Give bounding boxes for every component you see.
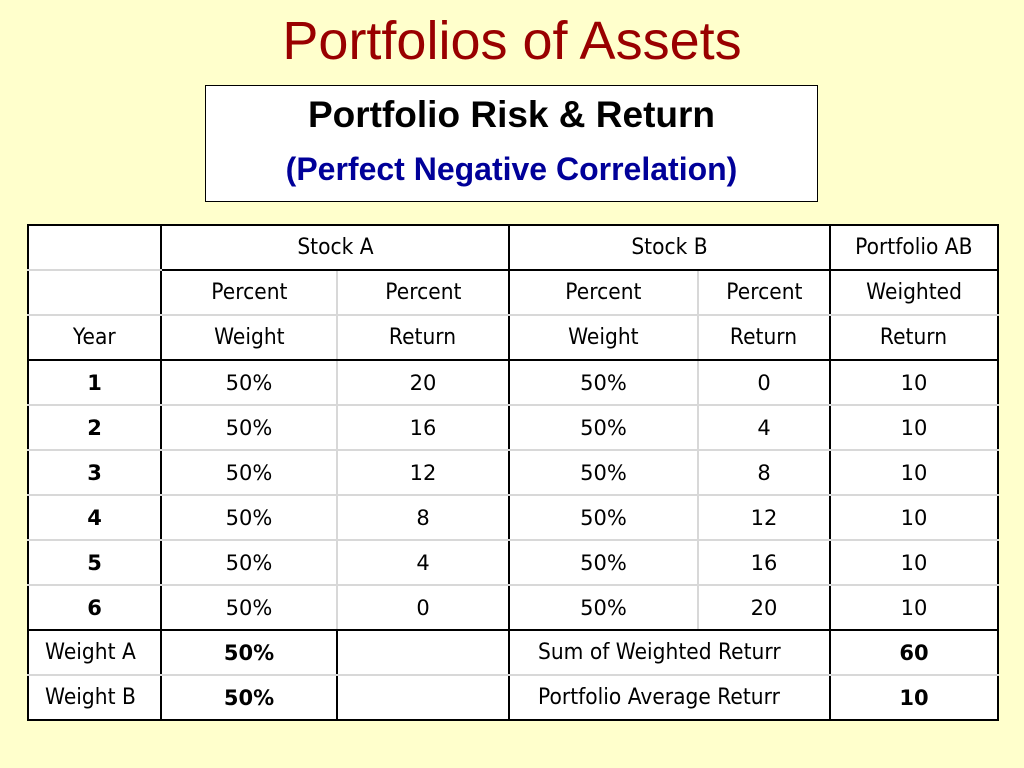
data-cell: 20 (336, 359, 510, 406)
table-row: 3 50% 12 50% 8 10 (27, 449, 999, 496)
year-cell: 1 (27, 359, 162, 406)
data-cell: 10 (829, 584, 999, 631)
empty-cell (27, 224, 162, 271)
summary-desc: Sum of Weighted Returr (508, 629, 831, 676)
data-cell: 0 (336, 584, 510, 631)
table-row: 1 50% 20 50% 0 10 (27, 359, 999, 406)
data-cell: 0 (697, 359, 831, 406)
col-header: Percent (508, 269, 699, 316)
data-cell: 50% (508, 359, 699, 406)
summary-weight: 50% (160, 674, 338, 721)
table-row-header-2: Year Weight Return Weight Return Return (27, 314, 999, 361)
year-cell: 2 (27, 404, 162, 451)
subtitle-main: Portfolio Risk & Return (307, 94, 716, 135)
empty-cell (27, 269, 162, 316)
data-cell: 4 (697, 404, 831, 451)
data-cell: 50% (508, 494, 699, 541)
data-cell: 10 (829, 359, 999, 406)
data-cell: 10 (829, 449, 999, 496)
slide-title: Portfolios of Assets (282, 11, 742, 71)
data-cell: 16 (336, 404, 510, 451)
summary-label: Weight B (27, 674, 162, 721)
portfolio-table: Stock A Stock B Portfolio AB Percent Per… (27, 224, 999, 721)
data-cell: 10 (829, 494, 999, 541)
table-row-header-1: Percent Percent Percent Percent Weighted (27, 269, 999, 316)
group-header-stock-a: Stock A (160, 224, 510, 271)
year-cell: 5 (27, 539, 162, 586)
col-header: Percent (160, 269, 338, 316)
empty-cell (336, 674, 510, 721)
data-cell: 50% (508, 404, 699, 451)
data-cell: 10 (829, 539, 999, 586)
data-cell: 16 (697, 539, 831, 586)
data-cell: 50% (160, 404, 338, 451)
summary-weight: 50% (160, 629, 338, 676)
data-cell: 20 (697, 584, 831, 631)
summary-label: Weight A (27, 629, 162, 676)
data-cell: 12 (697, 494, 831, 541)
year-cell: 3 (27, 449, 162, 496)
summary-row-weight-a: Weight A 50% Sum of Weighted Returr 60 (27, 629, 999, 676)
col-header: Percent (336, 269, 510, 316)
group-header-portfolio-ab: Portfolio AB (829, 224, 999, 271)
data-cell: 12 (336, 449, 510, 496)
table-row: 6 50% 0 50% 20 10 (27, 584, 999, 631)
col-header: Weight (160, 314, 338, 361)
data-cell: 8 (336, 494, 510, 541)
empty-cell (336, 629, 510, 676)
year-cell: 4 (27, 494, 162, 541)
data-cell: 50% (160, 584, 338, 631)
col-header: Return (697, 314, 831, 361)
col-header-year: Year (27, 314, 162, 361)
data-cell: 50% (160, 359, 338, 406)
col-header: Weight (508, 314, 699, 361)
data-cell: 50% (160, 539, 338, 586)
table-row-group-header: Stock A Stock B Portfolio AB (27, 224, 999, 271)
data-cell: 50% (508, 539, 699, 586)
col-header: Percent (697, 269, 831, 316)
data-cell: 50% (508, 584, 699, 631)
col-header: Return (336, 314, 510, 361)
data-cell: 10 (829, 404, 999, 451)
table-row: 5 50% 4 50% 16 10 (27, 539, 999, 586)
summary-desc: Portfolio Average Returr (508, 674, 831, 721)
col-header: Weighted (829, 269, 999, 316)
data-cell: 50% (160, 494, 338, 541)
data-cell: 4 (336, 539, 510, 586)
col-header: Return (829, 314, 999, 361)
group-header-stock-b: Stock B (508, 224, 831, 271)
summary-value: 60 (829, 629, 999, 676)
data-cell: 50% (160, 449, 338, 496)
summary-row-weight-b: Weight B 50% Portfolio Average Returr 10 (27, 674, 999, 721)
table-row: 2 50% 16 50% 4 10 (27, 404, 999, 451)
summary-value: 10 (829, 674, 999, 721)
data-cell: 50% (508, 449, 699, 496)
subtitle-box: Portfolio Risk & Return (Perfect Negativ… (205, 85, 818, 202)
year-cell: 6 (27, 584, 162, 631)
table-row: 4 50% 8 50% 12 10 (27, 494, 999, 541)
data-cell: 8 (697, 449, 831, 496)
subtitle-sub: (Perfect Negative Correlation) (285, 151, 738, 187)
